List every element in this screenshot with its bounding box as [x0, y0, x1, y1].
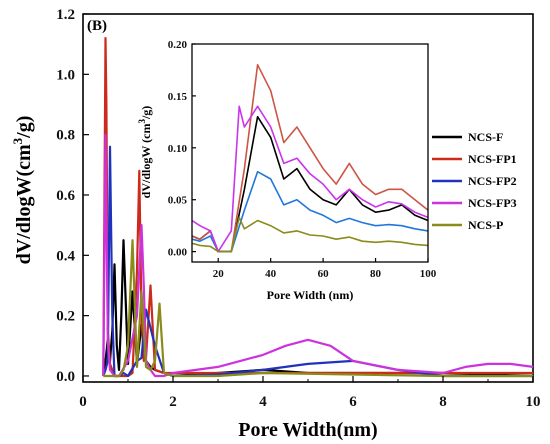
main-x-tick-label: 10: [526, 394, 541, 410]
inset-y-axis-title: dV/dlogW (cm3/g): [137, 106, 153, 199]
inset-x-tick-label: 100: [420, 268, 437, 280]
main-x-tick-label: 8: [439, 394, 447, 410]
main-y-tick-label: 1.0: [56, 67, 75, 83]
main-x-axis-title: Pore Width(nm): [238, 419, 377, 441]
inset-y-axis-title-main: dV/dlogW (cm: [139, 124, 153, 199]
inset-plot-frame: [191, 43, 429, 263]
legend-label-ncs-fp3: NCS-FP3: [468, 196, 517, 210]
inset-ticks-group: 20 40 60 80 100 0.00 0.05 0.10 0.15 0.20: [168, 39, 437, 280]
inset-x-tick-label: 80: [370, 268, 382, 280]
main-series-ncs-p-line: [103, 239, 533, 378]
main-y-axis-title: dV/dlogW(cm3/g): [10, 116, 35, 265]
inset-y-tick-label: 0.20: [168, 39, 188, 51]
main-y-tick-label: 0.6: [56, 188, 75, 204]
legend-label-ncs-fp1: NCS-FP1: [468, 152, 517, 166]
main-x-tick-label: 4: [259, 394, 267, 410]
main-y-tick-label: 0.2: [56, 309, 75, 325]
main-x-tick-label: 2: [169, 394, 177, 410]
main-y-tick-label: 0.8: [56, 128, 75, 144]
inset-y-tick-label: 0.00: [168, 247, 188, 259]
main-x-tick-label: 6: [349, 394, 357, 410]
legend: NCS-F NCS-FP1 NCS-FP2 NCS-FP3 NCS-P: [432, 130, 517, 232]
panel-label: (B): [87, 18, 107, 34]
inset-y-axis-title-sup: 3: [137, 119, 147, 124]
inset-y-tick-label: 0.10: [168, 143, 188, 155]
inset-y-axis-title-end: /g): [139, 106, 153, 120]
inset-background: [192, 44, 428, 262]
main-y-tick-label: 0.4: [56, 248, 75, 264]
main-y-axis-title-main: dV/dlogW(cm: [13, 144, 35, 264]
inset-series-ncs-fp3-line: [191, 105, 429, 253]
inset-y-tick-label: 0.15: [168, 91, 188, 103]
inset-series-group: [191, 64, 429, 253]
inset-x-tick-label: 20: [213, 268, 225, 280]
legend-label-ncs-f: NCS-F: [468, 130, 503, 144]
inset-x-tick-label: 60: [318, 268, 330, 280]
main-y-tick-label: 1.2: [56, 7, 75, 23]
inset-y-tick-label: 0.05: [168, 195, 188, 207]
main-ticks-group: 0 2 4 6 8 10 0.0 0.2 0.4 0.6 0.8 1.0 1.2: [56, 7, 540, 410]
inset-series-ncs-p-line: [191, 216, 429, 253]
main-series-group: [102, 36, 534, 378]
legend-label-ncs-p: NCS-P: [468, 218, 503, 232]
inset-x-axis-title: Pore Width (nm): [267, 288, 354, 302]
main-y-axis-title-sup: 3: [10, 137, 25, 144]
legend-label-ncs-fp2: NCS-FP2: [468, 174, 517, 188]
main-y-tick-label: 0.0: [56, 369, 75, 385]
inset-x-tick-label: 40: [265, 268, 277, 280]
main-x-tick-label: 0: [79, 394, 87, 410]
main-y-axis-title-end: /g): [13, 116, 35, 139]
